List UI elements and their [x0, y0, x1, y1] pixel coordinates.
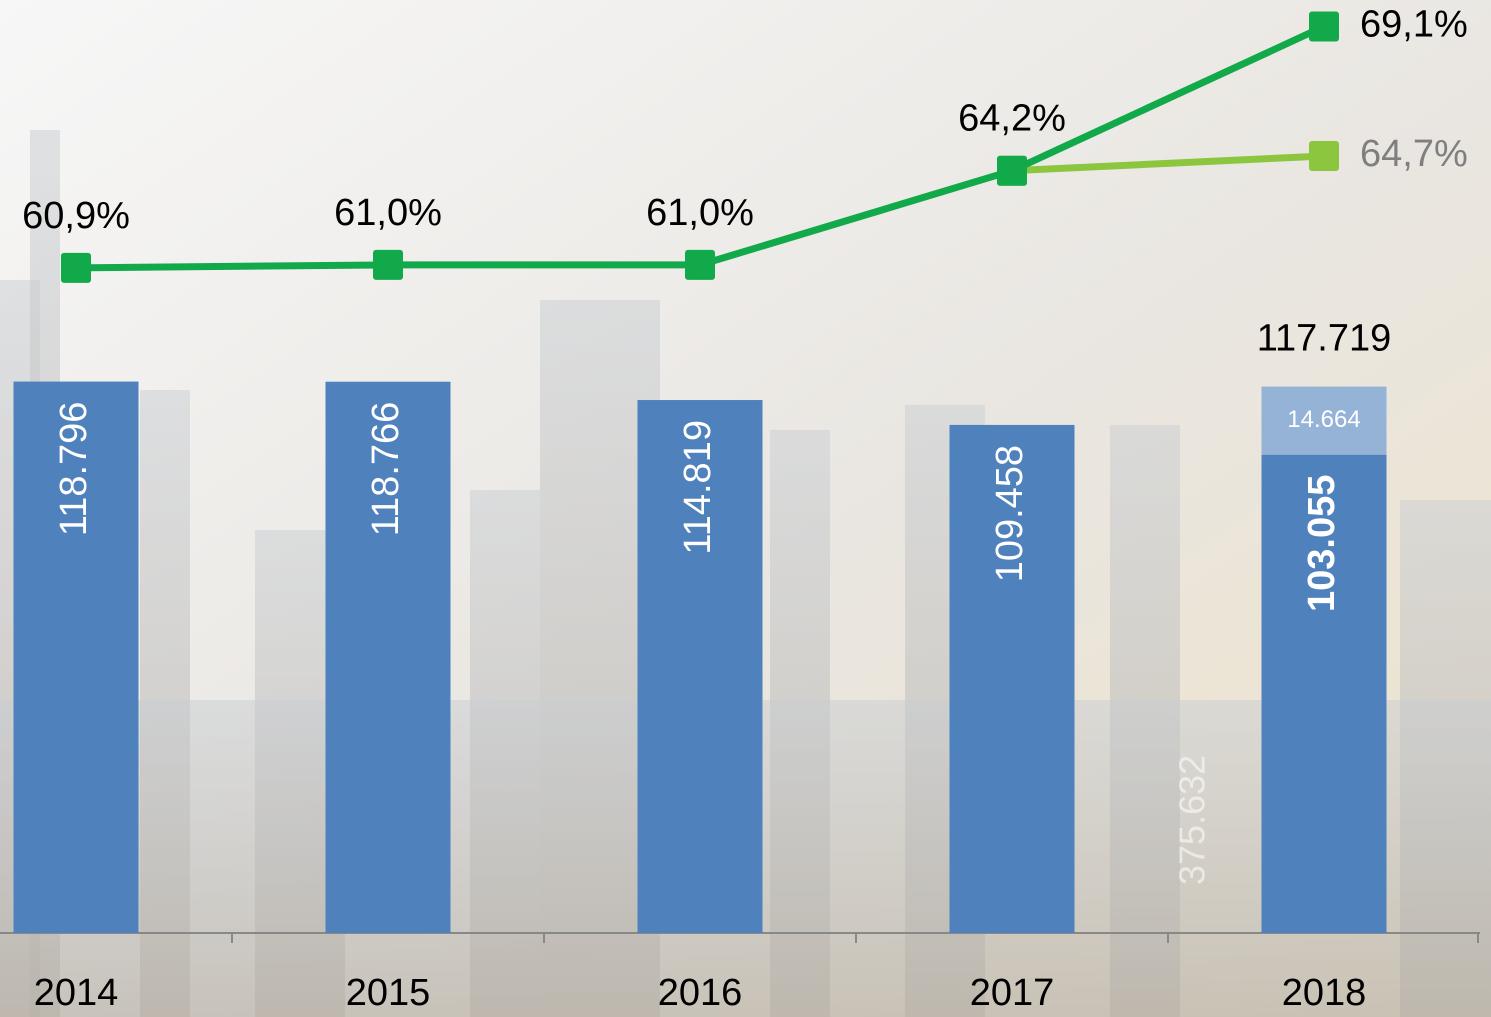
- x-tick-label: 2015: [346, 972, 431, 1014]
- line-marker: [61, 252, 91, 283]
- annotation: 375.632: [1172, 755, 1213, 885]
- bar-value-label: 103.055: [1301, 475, 1343, 612]
- bar: [1261, 454, 1387, 933]
- line-marker: [1309, 11, 1339, 42]
- line-marker: [685, 249, 715, 280]
- bar: [13, 381, 139, 933]
- line: [1011, 152, 1325, 175]
- bar-value-label: 118.796: [53, 402, 95, 537]
- x-tick-label: 2017: [970, 972, 1055, 1014]
- x-tick-label: 2018: [1282, 972, 1367, 1014]
- x-tick-label: 2016: [658, 972, 743, 1014]
- bar: [637, 400, 763, 933]
- line-marker: [373, 249, 403, 280]
- bar-value-label: 14.664: [1287, 406, 1360, 433]
- line-value-label: 64,7%: [1360, 133, 1468, 175]
- bar-value-label: 118.766: [365, 402, 407, 537]
- line-marker: [997, 155, 1027, 186]
- line-marker: [1309, 140, 1339, 171]
- bar: [1261, 386, 1387, 455]
- line-value-label: 61,0%: [646, 192, 754, 234]
- line-value-label: 69,1%: [1360, 4, 1468, 46]
- bar: [949, 424, 1075, 933]
- line-value-label: 60,9%: [22, 195, 130, 237]
- total-label: 117.719: [1257, 318, 1392, 360]
- bar-value-label: 114.819: [677, 420, 719, 555]
- bar-value-label: 109.458: [989, 445, 1031, 582]
- skyline: [0, 130, 1491, 1017]
- line-value-label: 64,2%: [958, 98, 1066, 140]
- bar: [325, 381, 451, 934]
- line-value-label: 61,0%: [334, 192, 442, 234]
- x-tick-label: 2014: [34, 972, 119, 1014]
